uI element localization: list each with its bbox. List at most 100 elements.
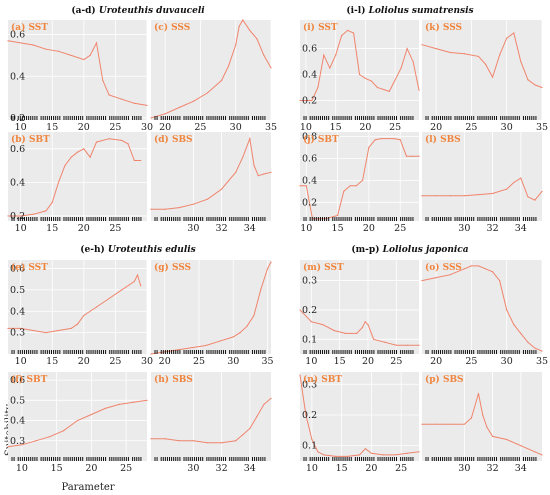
data-point bbox=[76, 419, 79, 422]
data-point bbox=[362, 179, 364, 181]
data-point bbox=[344, 332, 346, 335]
data-point bbox=[21, 444, 23, 446]
data-point bbox=[239, 332, 241, 334]
data-point bbox=[484, 63, 487, 65]
data-point bbox=[299, 99, 301, 102]
data-point bbox=[355, 185, 357, 187]
data-point bbox=[527, 196, 529, 198]
series-line bbox=[300, 138, 419, 220]
data-point bbox=[64, 164, 66, 167]
data-point bbox=[477, 55, 480, 57]
y-tick-label: 0.6 bbox=[10, 144, 25, 155]
data-point bbox=[421, 44, 423, 46]
data-point bbox=[192, 100, 194, 102]
data-point bbox=[83, 148, 85, 150]
panel-background bbox=[151, 260, 271, 354]
x-tick-label: 32 bbox=[487, 463, 499, 474]
data-point bbox=[463, 195, 465, 197]
y-tick-label: 0.5 bbox=[10, 395, 25, 406]
data-point bbox=[513, 324, 515, 326]
panel-background bbox=[422, 260, 542, 354]
y-tick-label: 0.2 bbox=[302, 96, 317, 107]
data-point bbox=[477, 392, 480, 395]
panel-n-sbt: 10 15 20 25 0.1 0.2 0.3(n) SBT bbox=[299, 372, 420, 474]
data-point bbox=[242, 434, 244, 436]
data-point bbox=[32, 44, 34, 46]
data-point bbox=[150, 438, 152, 440]
series-line bbox=[7, 40, 148, 106]
data-point bbox=[541, 190, 543, 192]
data-point bbox=[45, 332, 47, 334]
data-point bbox=[463, 423, 465, 425]
data-point bbox=[406, 452, 408, 454]
panel-h-sbs: 30 32 34 (h) SBS bbox=[150, 372, 272, 474]
x-tick-label: 32 bbox=[487, 223, 499, 234]
data-point bbox=[412, 155, 414, 157]
data-point bbox=[435, 195, 437, 197]
data-point bbox=[418, 344, 420, 346]
data-point bbox=[218, 340, 221, 342]
data-point bbox=[76, 151, 79, 153]
group-title-e-h: (e-h) Uroteuthis edulis bbox=[80, 244, 195, 255]
data-point bbox=[364, 448, 367, 450]
data-point bbox=[7, 40, 9, 42]
data-point bbox=[506, 438, 508, 441]
data-point bbox=[246, 325, 248, 327]
series-line bbox=[421, 32, 543, 88]
data-point bbox=[95, 42, 98, 44]
panel-background bbox=[422, 132, 542, 221]
x-tick-label: 25 bbox=[194, 122, 206, 133]
data-point bbox=[323, 54, 325, 56]
data-point bbox=[35, 440, 37, 442]
x-tick-label: 10 bbox=[300, 122, 312, 133]
y-tick-label: 0.6 bbox=[10, 30, 25, 41]
data-point bbox=[358, 454, 361, 456]
x-tick-label: 25 bbox=[465, 122, 477, 133]
data-point bbox=[311, 438, 313, 441]
data-point bbox=[146, 104, 148, 107]
y-tick-label: 0.3 bbox=[10, 328, 25, 339]
data-point bbox=[270, 171, 272, 173]
data-point bbox=[534, 199, 536, 201]
y-tick-label: 0.1 bbox=[302, 441, 317, 452]
data-point bbox=[449, 274, 451, 276]
data-point bbox=[361, 326, 363, 329]
x-tick-label: 10 bbox=[15, 122, 27, 133]
data-point bbox=[57, 50, 60, 52]
data-point bbox=[506, 188, 508, 190]
y-tick-label: 0.1 bbox=[302, 334, 317, 345]
data-point bbox=[270, 261, 272, 263]
x-tick-label: 25 bbox=[394, 223, 406, 234]
x-tick-label: 30 bbox=[141, 356, 153, 367]
x-tick-label: 10 bbox=[16, 463, 28, 474]
x-tick-label: 30 bbox=[187, 223, 199, 234]
data-point bbox=[405, 155, 408, 157]
data-point bbox=[418, 89, 420, 91]
data-point bbox=[108, 94, 110, 96]
panel-label: (a) SST bbox=[11, 22, 48, 33]
x-tick-label: 20 bbox=[359, 122, 371, 133]
data-point bbox=[127, 143, 129, 145]
x-tick-label: 35 bbox=[262, 356, 274, 367]
data-point bbox=[352, 32, 355, 34]
data-point bbox=[192, 440, 194, 442]
panel-a-sst: 10 15 20 25 30 0.2 0.4 0.6(a) SST bbox=[7, 20, 153, 133]
data-point bbox=[57, 181, 60, 183]
x-tick-label: 30 bbox=[458, 223, 470, 234]
data-point bbox=[534, 451, 536, 453]
series-line bbox=[151, 397, 272, 444]
data-point bbox=[136, 274, 139, 276]
data-point bbox=[232, 336, 234, 338]
data-point bbox=[412, 60, 414, 63]
data-point bbox=[541, 86, 543, 89]
data-point bbox=[235, 440, 237, 442]
data-point bbox=[133, 102, 135, 104]
data-point bbox=[491, 271, 494, 273]
panel-background bbox=[300, 260, 419, 354]
panel-background bbox=[422, 20, 542, 120]
data-point bbox=[393, 137, 395, 140]
y-tick-label: 0.3 bbox=[302, 379, 317, 390]
data-point bbox=[164, 113, 166, 115]
data-point bbox=[400, 67, 402, 69]
